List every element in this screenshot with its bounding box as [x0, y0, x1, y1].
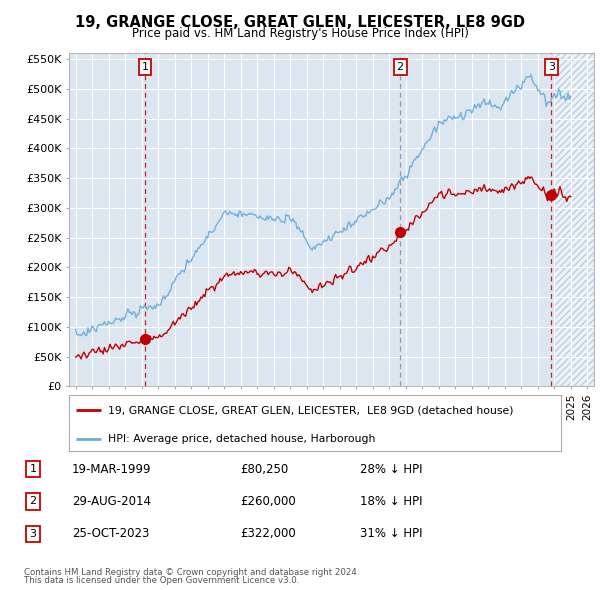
- Text: 31% ↓ HPI: 31% ↓ HPI: [360, 527, 422, 540]
- Text: 2: 2: [397, 62, 404, 72]
- Text: 3: 3: [29, 529, 37, 539]
- Text: 1: 1: [142, 62, 149, 72]
- Text: 19-MAR-1999: 19-MAR-1999: [72, 463, 151, 476]
- Text: 1: 1: [29, 464, 37, 474]
- Text: £322,000: £322,000: [240, 527, 296, 540]
- Text: 19, GRANGE CLOSE, GREAT GLEN, LEICESTER, LE8 9GD: 19, GRANGE CLOSE, GREAT GLEN, LEICESTER,…: [75, 15, 525, 30]
- Text: 29-AUG-2014: 29-AUG-2014: [72, 495, 151, 508]
- Text: 25-OCT-2023: 25-OCT-2023: [72, 527, 149, 540]
- Text: 3: 3: [548, 62, 555, 72]
- Text: 2: 2: [29, 497, 37, 506]
- Text: 19, GRANGE CLOSE, GREAT GLEN, LEICESTER,  LE8 9GD (detached house): 19, GRANGE CLOSE, GREAT GLEN, LEICESTER,…: [109, 405, 514, 415]
- Text: £80,250: £80,250: [240, 463, 288, 476]
- Text: £260,000: £260,000: [240, 495, 296, 508]
- Text: HPI: Average price, detached house, Harborough: HPI: Average price, detached house, Harb…: [109, 434, 376, 444]
- Text: Contains HM Land Registry data © Crown copyright and database right 2024.: Contains HM Land Registry data © Crown c…: [24, 568, 359, 577]
- Text: 18% ↓ HPI: 18% ↓ HPI: [360, 495, 422, 508]
- Text: Price paid vs. HM Land Registry's House Price Index (HPI): Price paid vs. HM Land Registry's House …: [131, 27, 469, 40]
- Text: This data is licensed under the Open Government Licence v3.0.: This data is licensed under the Open Gov…: [24, 576, 299, 585]
- Text: 28% ↓ HPI: 28% ↓ HPI: [360, 463, 422, 476]
